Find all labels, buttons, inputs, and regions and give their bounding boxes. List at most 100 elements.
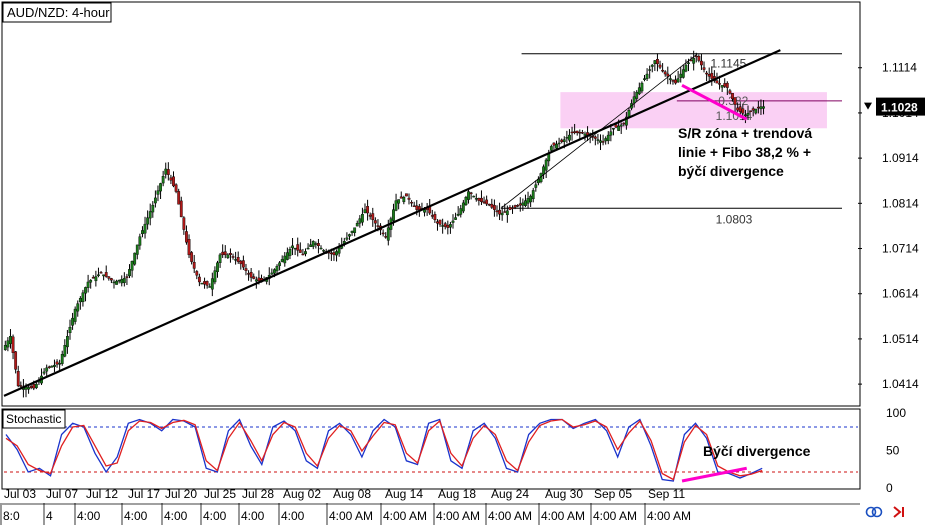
- candle-body: [319, 247, 323, 250]
- candle-body: [112, 281, 116, 284]
- date-label: Aug 02: [283, 487, 321, 501]
- trendline: [3, 49, 781, 397]
- date-label: Sep 11: [648, 487, 685, 501]
- candle-body: [700, 60, 703, 66]
- candle-body: [674, 79, 677, 84]
- candle-body: [247, 273, 250, 275]
- candle-body: [376, 225, 380, 227]
- stochastic-panel[interactable]: 100 50 0 Stochastic Býčí divergence: [1, 406, 906, 495]
- candle-body: [200, 282, 204, 285]
- candle-body: [619, 124, 623, 127]
- current-price-arrow: [864, 102, 872, 110]
- candle-body: [278, 262, 282, 266]
- candle-body: [461, 202, 465, 212]
- candle-body: [11, 336, 15, 353]
- candle-body: [6, 340, 10, 348]
- candle-body: [280, 259, 284, 262]
- price-tick-label: 1.0714: [882, 242, 919, 256]
- candle-body: [384, 236, 388, 238]
- candle-body: [477, 198, 481, 201]
- candle-body: [55, 361, 59, 365]
- candle-body: [534, 184, 538, 188]
- sync-icon[interactable]: [865, 506, 883, 518]
- sr-zone-layer: [560, 92, 827, 129]
- time-label: 4:00 AM: [488, 509, 532, 523]
- candle-body: [270, 272, 274, 275]
- candle-body: [314, 243, 318, 245]
- candle-body: [684, 64, 688, 72]
- candle-body: [355, 223, 359, 227]
- candle-body: [399, 196, 403, 199]
- candle-body: [27, 387, 30, 390]
- candle-body: [469, 192, 473, 195]
- candle-body: [161, 176, 165, 184]
- candle-body: [762, 106, 765, 109]
- candle-body: [244, 268, 248, 271]
- candle-body: [474, 198, 478, 200]
- candle-body: [361, 213, 364, 223]
- stochastic-divergence-line: [681, 466, 748, 483]
- candle-body: [216, 262, 219, 272]
- candle-body: [223, 251, 227, 256]
- candle-body: [42, 371, 46, 374]
- candle-body: [229, 253, 232, 256]
- candle-body: [575, 130, 579, 134]
- annotation-line-1: S/R zóna + trendová: [678, 125, 812, 141]
- date-label: Jul 20: [165, 487, 197, 501]
- candle-body: [104, 272, 108, 277]
- candle-body: [311, 241, 315, 247]
- candle-body: [643, 78, 646, 80]
- candle-body: [107, 276, 111, 279]
- candle-body: [490, 203, 494, 208]
- candle-body: [689, 59, 693, 62]
- candle-body: [66, 336, 69, 348]
- candle-body: [203, 281, 206, 285]
- date-label: Aug 14: [385, 487, 423, 501]
- candle-body: [205, 281, 209, 286]
- candle-body: [658, 64, 662, 68]
- symbol-title-box: AUD/NZD: 4-hour: [2, 2, 112, 23]
- candle-body: [635, 91, 639, 99]
- candle-body: [759, 106, 763, 110]
- candle-body: [73, 308, 77, 322]
- indicator-title: Stochastic: [6, 412, 61, 426]
- candle-body: [148, 211, 152, 219]
- candle-body: [192, 262, 196, 269]
- candle-body: [94, 276, 98, 282]
- price-tick-label: 1.0914: [882, 151, 919, 165]
- price-tick-label: 1.0514: [882, 332, 919, 346]
- candle-body: [661, 69, 665, 72]
- time-label: 4:00: [203, 509, 227, 523]
- candle-body: [736, 107, 740, 111]
- candle-body: [301, 253, 305, 256]
- candle-body: [697, 56, 701, 61]
- candle-body: [622, 122, 626, 125]
- candle-body: [599, 140, 602, 143]
- time-label: 4:00 AM: [593, 509, 637, 523]
- time-label: 4:00 AM: [541, 509, 585, 523]
- candle-body: [208, 286, 212, 288]
- candle-body: [529, 195, 533, 203]
- candle-body: [91, 277, 95, 279]
- time-label: 4:00: [77, 509, 101, 523]
- candle-body: [451, 220, 455, 223]
- time-label: 4:00 AM: [436, 509, 480, 523]
- candle-body: [156, 190, 160, 195]
- candle-body: [459, 208, 463, 215]
- candle-body: [159, 183, 162, 192]
- candle-body: [560, 139, 564, 143]
- overlays: [3, 49, 781, 397]
- candle-body: [50, 365, 54, 368]
- scroll-to-end-icon[interactable]: [893, 506, 904, 518]
- candle-body: [288, 248, 292, 256]
- candle-body: [433, 214, 437, 221]
- candle-body: [231, 256, 235, 258]
- time-label: 4:00: [124, 509, 148, 523]
- time-label: 4:00 AM: [383, 509, 427, 523]
- candle-body: [441, 225, 445, 227]
- candle-body: [568, 134, 571, 141]
- candle-body: [446, 224, 450, 228]
- candle-body: [366, 206, 369, 214]
- candle-body: [239, 260, 243, 265]
